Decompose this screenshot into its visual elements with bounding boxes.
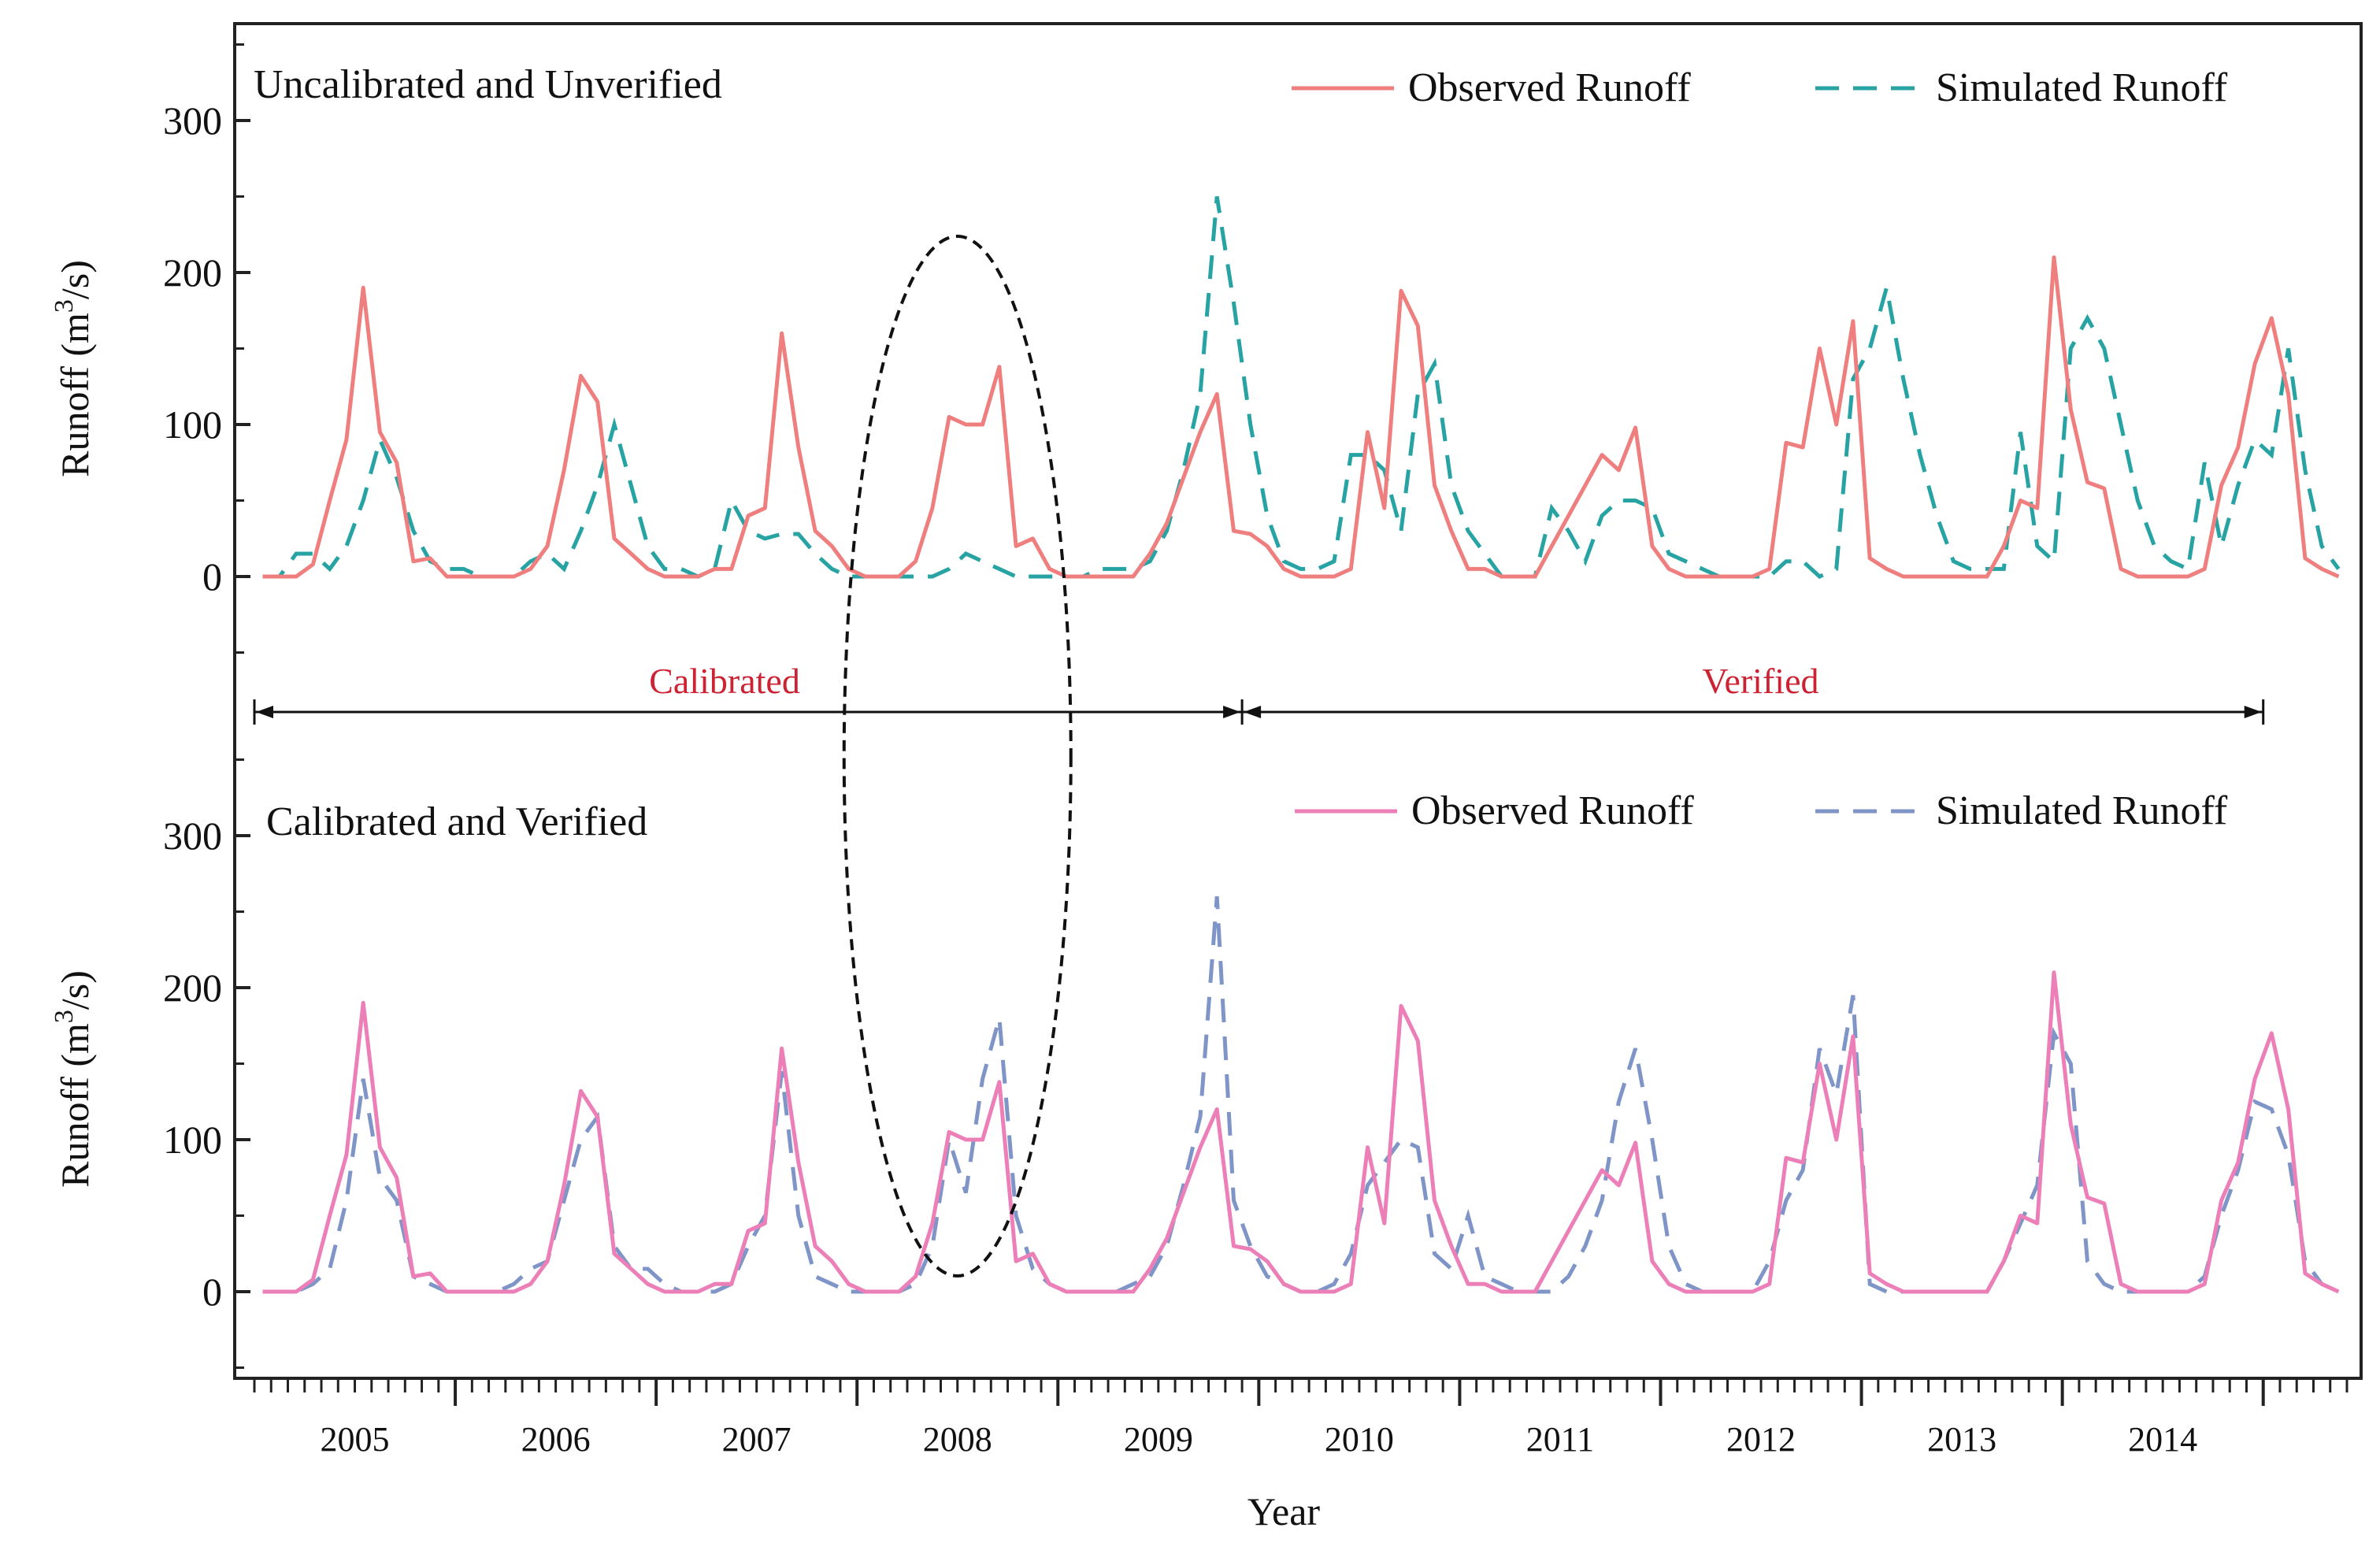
x-tick-label: 2008 [923, 1420, 992, 1459]
x-tick-label: 2011 [1526, 1420, 1594, 1459]
y-title-suffix: /s) [53, 970, 97, 1010]
y-axis-top: 0 100 200 300 [163, 43, 250, 654]
legend-observed-label: Observed Runoff [1411, 788, 1694, 833]
x-tick-label: 2012 [1726, 1420, 1796, 1459]
y-title-prefix: Runoff (m [53, 313, 97, 477]
y-tick-label: 300 [163, 98, 222, 143]
x-tick-label: 2009 [1124, 1420, 1193, 1459]
observed-series-bottom [262, 970, 2340, 1294]
y-axis-title-bottom: Runoff (m3/s) [50, 970, 97, 1188]
panel-uncalibrated: Uncalibrated and Unverified Observed Run… [50, 43, 2341, 654]
y-tick-label: 200 [163, 966, 222, 1010]
calibrated-arrow-right-head [1223, 706, 1241, 718]
verified-arrow-left-head [1244, 706, 1262, 718]
y-tick-label: 200 [163, 250, 222, 295]
observed-series-top [262, 255, 2340, 579]
legend-simulated-label: Simulated Runoff [1936, 65, 2228, 110]
legend-observed-label: Observed Runoff [1408, 65, 1691, 110]
x-axis-title: Year [1247, 1489, 1320, 1533]
x-tick-label: 2013 [1927, 1420, 1996, 1459]
panel-title-top: Uncalibrated and Unverified [254, 62, 722, 107]
y-tick-label: 0 [202, 554, 222, 599]
legend-top: Observed Runoff Simulated Runoff [1292, 65, 2228, 110]
y-title-exponent: 3 [50, 1010, 79, 1023]
panel-title-bottom: Calibrated and Verified [266, 799, 647, 844]
verified-label: Verified [1702, 661, 1818, 701]
x-tick-label: 2006 [521, 1420, 591, 1459]
period-annotation: Calibrated Verified [253, 661, 2265, 725]
y-title-exponent: 3 [50, 299, 79, 313]
y-tick-label: 100 [163, 402, 222, 447]
y-axis-bottom: 0 100 200 300 [163, 758, 250, 1369]
y-title-suffix: /s) [53, 260, 97, 299]
calibrated-arrow-left-head [256, 706, 273, 718]
panel-calibrated: Calibrated and Verified Observed Runoff … [50, 758, 2340, 1369]
verified-arrow-right-head [2244, 706, 2262, 718]
x-tick-label: 2005 [321, 1420, 390, 1459]
y-title-prefix: Runoff (m [53, 1023, 97, 1188]
x-axis: 2005 2006 2007 2008 2009 2010 2011 2012 2013 2014 [253, 1378, 2348, 1459]
calibrated-label: Calibrated [649, 661, 800, 701]
x-tick-label: 2010 [1325, 1420, 1394, 1459]
legend-bottom: Observed Runoff Simulated Runoff [1295, 788, 2228, 833]
x-tick-label: 2007 [722, 1420, 791, 1459]
y-tick-label: 0 [202, 1270, 222, 1314]
x-tick-label: 2014 [2128, 1420, 2197, 1459]
highlight-ellipse-2008 [842, 235, 1073, 1277]
y-tick-label: 300 [163, 814, 222, 858]
y-tick-label: 100 [163, 1118, 222, 1162]
y-axis-title-top: Runoff (m3/s) [50, 260, 97, 477]
legend-simulated-label: Simulated Runoff [1936, 788, 2228, 833]
plot-frame [233, 22, 2363, 1380]
